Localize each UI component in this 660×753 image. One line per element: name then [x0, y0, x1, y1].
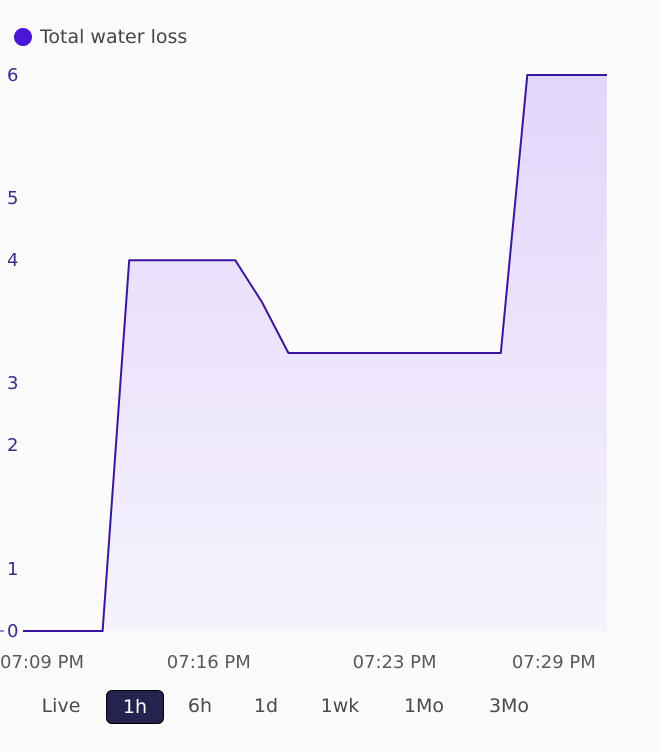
time-range-selector: Live 1h 6h 1d 1wk 1Mo 3Mo	[0, 690, 660, 728]
x-tick-label: 07:29 PM	[512, 652, 596, 673]
range-button-6h[interactable]: 6h	[187, 695, 213, 717]
range-button-3mo[interactable]: 3Mo	[488, 695, 530, 717]
y-tick-label: 6	[7, 65, 18, 86]
range-button-1wk[interactable]: 1wk	[320, 695, 360, 717]
y-tick-label: 2	[7, 435, 18, 456]
legend-dot-icon	[14, 28, 32, 46]
y-tick-label: 3	[7, 373, 18, 394]
legend[interactable]: Total water loss	[14, 26, 187, 48]
legend-label: Total water loss	[40, 26, 188, 48]
area-chart: 0 1 2 3 4 5 6 07:09 PM 07:16 PM 07:23 PM 07:29 PM	[0, 65, 607, 673]
x-tick-label: 07:23 PM	[353, 652, 437, 673]
x-tick-label: 07:16 PM	[167, 652, 251, 673]
series-line[interactable]	[23, 74, 607, 632]
range-button-1d[interactable]: 1d	[253, 695, 279, 717]
y-tick-label: 4	[7, 250, 18, 271]
range-button-1mo[interactable]: 1Mo	[403, 695, 445, 717]
x-tick-label: 07:09 PM	[0, 652, 84, 673]
range-button-1h[interactable]: 1h	[106, 690, 164, 724]
y-tick-label: 1	[7, 559, 18, 580]
y-tick-label: 0	[7, 621, 18, 642]
y-tick-label: 5	[7, 188, 18, 209]
range-button-live[interactable]: Live	[41, 695, 81, 717]
